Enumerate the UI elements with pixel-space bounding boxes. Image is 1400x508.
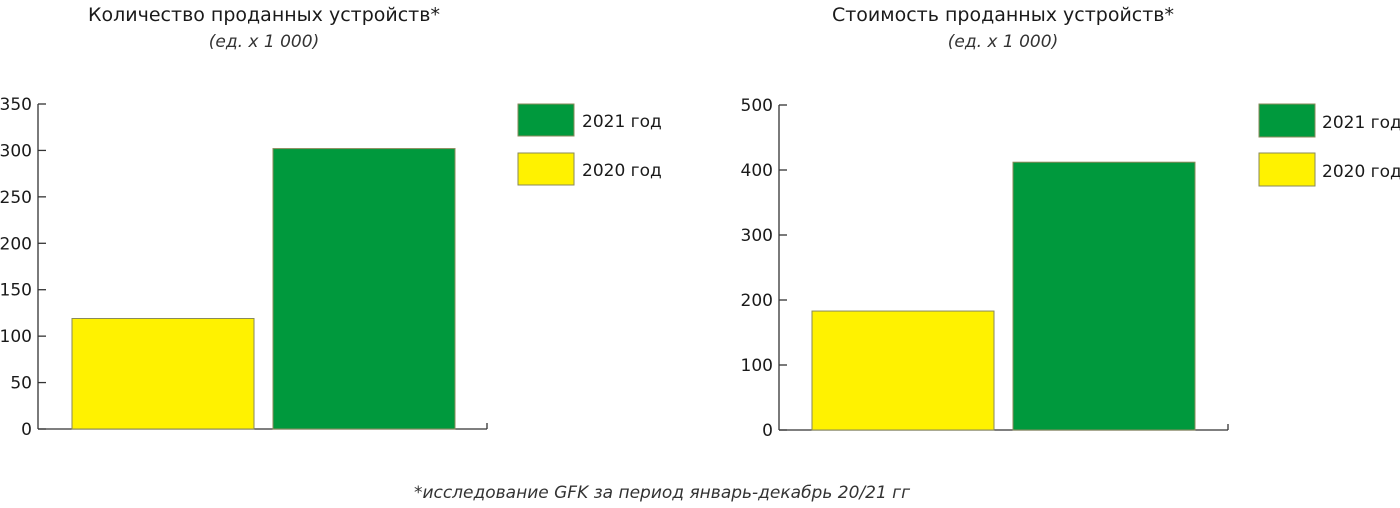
- bar-2020: [811, 310, 995, 431]
- legend-swatch-2020: [1258, 152, 1316, 187]
- bars: [71, 148, 456, 430]
- legend-swatch-2021: [517, 103, 575, 137]
- y-tick-label: 300: [0, 141, 32, 161]
- y-tick-group: 0 50 100 150 200 250 300 350: [0, 95, 46, 440]
- y-tick-label: 400: [741, 161, 773, 181]
- y-axis: 0 50 100 150 200 250 300 350: [0, 95, 488, 440]
- bars: [811, 161, 1196, 431]
- y-tick-label: 150: [0, 281, 32, 301]
- y-tick-label: 100: [0, 327, 32, 347]
- legend-label-2021: 2021 год: [1322, 113, 1400, 133]
- bar-2021: [1012, 161, 1196, 431]
- y-tick-label: 50: [10, 374, 32, 394]
- legend-label-2021: 2021 год: [582, 112, 662, 132]
- legend: 2021 год 2020 год: [1258, 103, 1400, 187]
- y-tick-label: 350: [0, 95, 32, 115]
- y-tick-label: 0: [21, 420, 32, 440]
- y-tick-label: 100: [741, 356, 773, 376]
- legend: 2021 год 2020 год: [517, 103, 662, 186]
- chart-subtitle: (ед. х 1 000): [948, 32, 1058, 52]
- bar-2020: [71, 318, 255, 430]
- y-tick-label: 200: [0, 234, 32, 254]
- legend-swatch-2020: [517, 152, 575, 186]
- chart-value-sold: Стоимость проданных устройств* (ед. х 1 …: [741, 4, 1400, 441]
- legend-swatch-2021: [1258, 103, 1316, 138]
- bar-2021: [272, 148, 456, 430]
- legend-label-2020: 2020 год: [1322, 162, 1400, 182]
- y-tick-label: 300: [741, 226, 773, 246]
- chart-units-sold: Количество проданных устройств* (ед. х 1…: [0, 4, 662, 440]
- chart-title: Стоимость проданных устройств*: [832, 4, 1174, 26]
- y-tick-label: 250: [0, 188, 32, 208]
- y-tick-label: 200: [741, 291, 773, 311]
- legend-label-2020: 2020 год: [582, 161, 662, 181]
- chart-subtitle: (ед. х 1 000): [209, 32, 319, 52]
- y-tick-label: 500: [741, 96, 773, 116]
- chart-title: Количество проданных устройств*: [88, 4, 440, 26]
- y-tick-label: 0: [762, 421, 773, 441]
- y-tick-group: 0 100 200 300 400 500: [741, 96, 787, 441]
- footnote: *исследование GFK за период январь-декаб…: [414, 483, 910, 503]
